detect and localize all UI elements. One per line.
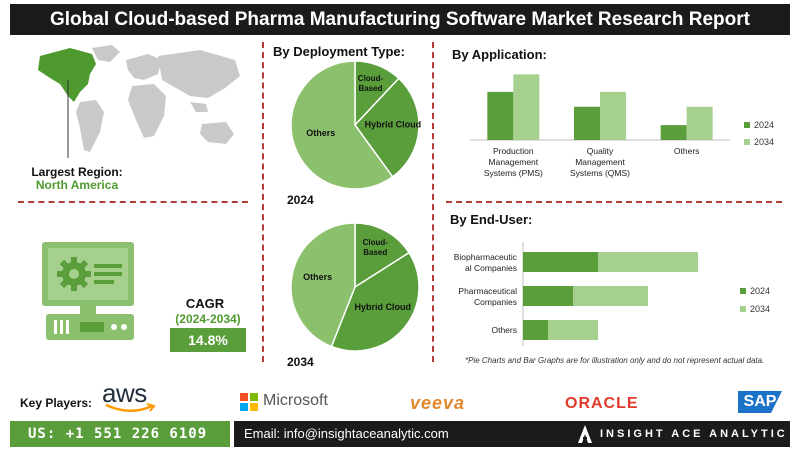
hbar-2034-0	[598, 252, 698, 272]
sap-logo: SAP	[738, 391, 782, 413]
legend-label-2034: 2034	[754, 137, 774, 147]
cagr-period: (2024-2034)	[175, 312, 241, 326]
bar-2034-2	[686, 106, 713, 140]
legend-label-2024: 2024	[754, 120, 774, 130]
largest-region-value: North America	[35, 178, 119, 192]
aws-smile-icon	[105, 403, 156, 412]
category-label-2: Others	[674, 146, 700, 156]
deployment-type-title: By Deployment Type:	[273, 44, 405, 59]
enduser-legend-label-2034: 2034	[750, 304, 770, 314]
application-title: By Application:	[452, 47, 547, 62]
pie-label-cloud-based: Cloud-Based	[358, 74, 384, 93]
largest-region-label: Largest Region:	[31, 165, 123, 179]
key-players-label: Key Players:	[20, 396, 93, 410]
bar-2024-2	[660, 125, 687, 140]
category-label-0: Production Management Systems (PMS)	[484, 146, 543, 178]
oracle-logo: ORACLE	[565, 395, 639, 412]
divider-right	[432, 42, 434, 362]
pie-year-2034: 2034	[287, 355, 314, 369]
pie-label-others: Others	[306, 128, 335, 138]
enduser-label-0: Biopharmaceutic al Companies	[454, 252, 518, 273]
pie-label-cloud-based: Cloud-Based	[363, 238, 389, 257]
hbar-2024-1	[523, 286, 573, 306]
footer-email: Email: info@insightaceanalytic.com	[234, 421, 790, 447]
category-label-1: Quality Management Systems (QMS)	[570, 146, 630, 178]
report-title: Global Cloud-based Pharma Manufacturing …	[10, 4, 790, 35]
pie-slice-hybrid-cloud	[330, 251, 420, 352]
pie-slice-others	[290, 222, 356, 348]
enduser-legend-label-2024: 2024	[750, 286, 770, 296]
microsoft-logo: Microsoft	[263, 392, 328, 409]
microsoft-logo-icon	[240, 393, 258, 411]
bar-2024-0	[487, 91, 514, 140]
pie-year-2024: 2024	[287, 193, 314, 207]
bar-2034-0	[513, 74, 540, 140]
pie-slice-hybrid-cloud	[354, 77, 420, 178]
enduser-label-1: Pharmaceutical Companies	[458, 286, 517, 307]
pie-chart-2034: Cloud-Based Hybrid Cloud Others	[290, 222, 420, 352]
enduser-legend-swatch-2024	[740, 288, 746, 294]
cagr-value: 14.8%	[170, 328, 246, 352]
hbar-2034-1	[573, 286, 648, 306]
divider-right-horizontal	[446, 201, 782, 203]
hbar-2024-2	[523, 320, 548, 340]
world-map-icon	[38, 45, 240, 158]
veeva-logo: veeva	[410, 393, 466, 413]
end-user-bar-chart: Biopharmaceutic al Companies Pharmaceutica…	[454, 242, 770, 346]
pie-chart-2024: Cloud-Based Hybrid Cloud Others	[290, 60, 422, 190]
bar-2024-1	[574, 106, 600, 140]
hbar-2034-2	[548, 320, 598, 340]
footer-phone: US: +1 551 226 6109	[10, 421, 230, 447]
aws-logo: aws	[102, 378, 147, 408]
pie-label-others: Others	[303, 272, 332, 282]
divider-left	[262, 42, 264, 362]
enduser-legend-swatch-2034	[740, 306, 746, 312]
pie-label-hybrid-cloud: Hybrid Cloud	[365, 119, 422, 129]
insight-ace-logo-icon	[578, 425, 592, 443]
computer-gear-icon	[42, 242, 134, 340]
enduser-label-2: Others	[491, 325, 517, 335]
footer-brand: INSIGHT ACE ANALYTIC	[600, 428, 788, 440]
pie-slice-others	[290, 60, 394, 190]
hbar-2024-0	[523, 252, 598, 272]
legend-swatch-2024	[744, 122, 750, 128]
divider-left-horizontal	[18, 201, 248, 203]
bar-2034-1	[600, 91, 626, 140]
legend-swatch-2034	[744, 139, 750, 145]
illustration-note: *Pie Charts and Bar Graphs are for illus…	[465, 356, 765, 365]
cagr-label: CAGR	[185, 296, 225, 311]
application-bar-chart: Production Management Systems (PMS) Quality…	[470, 74, 774, 178]
pie-slice-cloud-based	[354, 222, 411, 289]
pie-label-hybrid-cloud: Hybrid Cloud	[354, 302, 411, 312]
end-user-title: By End-User:	[450, 212, 533, 227]
